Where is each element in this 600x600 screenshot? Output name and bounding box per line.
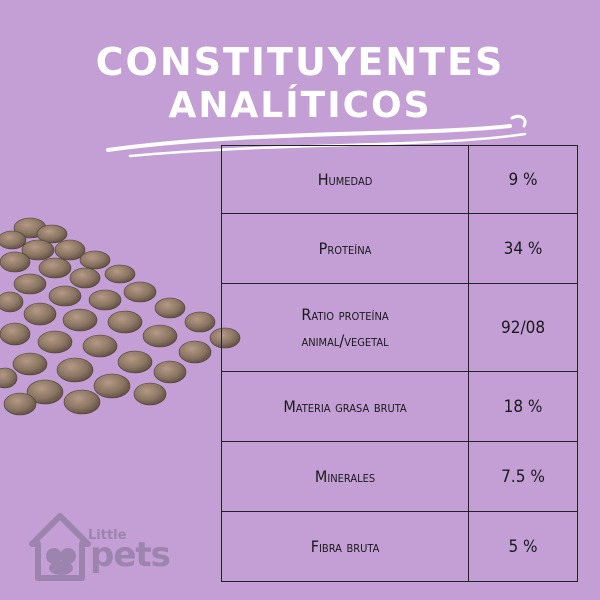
row-value: 92/08	[468, 283, 578, 372]
table-row: Ratio proteína animal/vegetal 92/08	[220, 283, 578, 372]
table-row: Materia grasa bruta 18 %	[220, 371, 578, 442]
row-label-line-2: animal/vegetal	[301, 330, 389, 350]
row-label: Fibra bruta	[220, 511, 470, 582]
row-label-line-1: Ratio proteína	[301, 304, 389, 324]
analytical-constituents-table: Humedad 9 % Proteína 34 % Ratio proteína…	[220, 145, 578, 582]
table-row: Fibra bruta 5 %	[220, 511, 578, 582]
brand-name-small: Little	[88, 528, 127, 543]
row-value: 5 %	[468, 511, 578, 582]
brand-name-big: pets	[90, 535, 171, 575]
row-label: Minerales	[220, 441, 470, 512]
row-value: 9 %	[468, 145, 578, 214]
kibble-pile-image	[0, 217, 241, 416]
row-label: Proteína	[220, 213, 470, 284]
row-value: 7.5 %	[468, 441, 578, 512]
row-label: Ratio proteína animal/vegetal	[220, 283, 470, 372]
row-value: 34 %	[468, 213, 578, 284]
house-pets-logo-icon	[29, 513, 91, 581]
table-row: Minerales 7.5 %	[220, 441, 578, 512]
row-value: 18 %	[468, 371, 578, 442]
table-row: Humedad 9 %	[220, 145, 578, 214]
row-label: Humedad	[220, 145, 470, 214]
row-label: Materia grasa bruta	[220, 371, 470, 442]
title-line-2: ANALÍTICOS	[168, 85, 432, 126]
title-line-1: CONSTITUYENTES	[95, 40, 505, 84]
table-row: Proteína 34 %	[220, 213, 578, 284]
